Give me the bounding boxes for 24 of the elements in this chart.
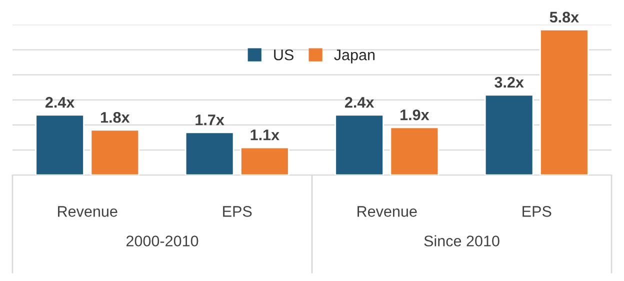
x-tick-label: EPS [223, 206, 252, 217]
bar [90, 129, 140, 176]
bar [184, 132, 234, 176]
x-tick-label: Revenue [358, 206, 417, 217]
data-label: 3.2x [494, 76, 524, 88]
text: 2000-2010 [126, 236, 198, 246]
legend-label: Japan [334, 50, 375, 64]
data-label: 2.4x [344, 96, 374, 108]
bar [390, 126, 440, 176]
x-tick-label: EPS [522, 206, 552, 217]
bar [240, 146, 290, 176]
bar [334, 114, 384, 176]
text: Since 2010 [424, 235, 500, 246]
data-label: 1.9x [400, 109, 430, 120]
bar [484, 94, 534, 176]
data-label: 1.7x [196, 114, 224, 126]
data-label: 1.1x [250, 130, 280, 140]
x-tick-label: Revenue [58, 206, 118, 217]
data-label: 5.8x [550, 12, 579, 23]
legend-label: US [274, 49, 294, 60]
data-label: 2.4x [45, 96, 75, 108]
bar [35, 114, 84, 176]
data-label: 1.8x [101, 112, 130, 123]
bar [540, 29, 589, 176]
